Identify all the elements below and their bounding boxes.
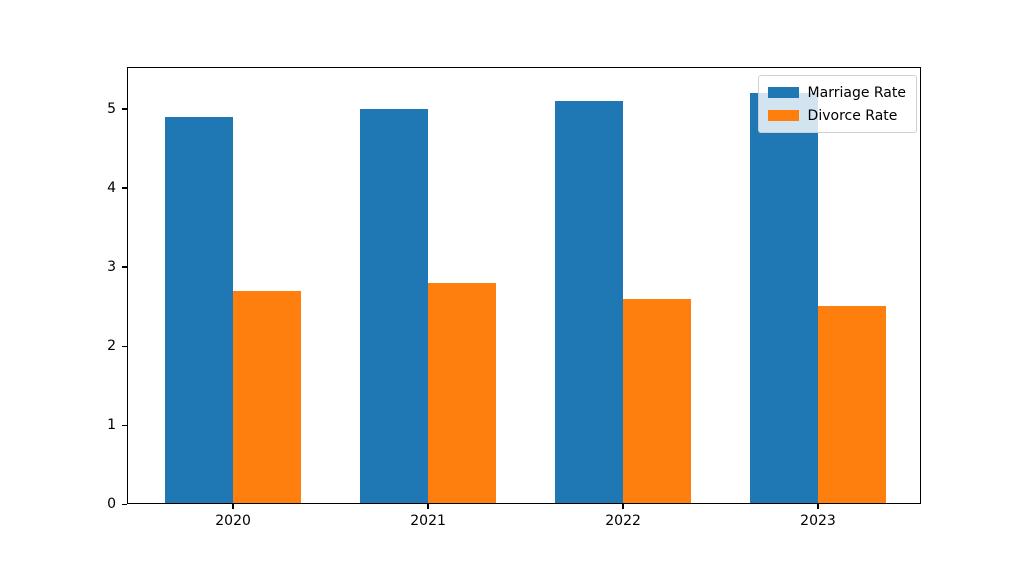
bar-divorce-rate-2020 — [233, 290, 302, 503]
y-tick-3 — [122, 266, 127, 268]
x-tick-label-2023: 2023 — [800, 513, 836, 529]
bar-divorce-rate-2021 — [428, 282, 497, 503]
bar-marriage-rate-2023 — [749, 93, 818, 503]
x-tick-2023 — [817, 504, 819, 509]
y-tick-0 — [122, 503, 127, 505]
x-tick-label-2021: 2021 — [410, 513, 446, 529]
bar-divorce-rate-2022 — [623, 298, 692, 503]
y-tick-label-0: 0 — [107, 496, 116, 512]
y-tick-label-2: 2 — [107, 338, 116, 354]
y-tick-label-3: 3 — [107, 258, 116, 275]
y-tick-2 — [122, 345, 127, 347]
legend-swatch-marriage-rate — [767, 87, 799, 98]
x-tick-2020 — [232, 504, 234, 509]
y-tick-4 — [122, 187, 127, 189]
x-tick-label-2020: 2020 — [215, 513, 251, 529]
y-tick-5 — [122, 108, 127, 110]
legend-item-marriage-rate: Marriage Rate — [767, 81, 906, 104]
legend: Marriage Rate Divorce Rate — [757, 75, 917, 133]
bar-marriage-rate-2020 — [164, 116, 233, 503]
legend-item-divorce-rate: Divorce Rate — [767, 104, 906, 127]
bar-marriage-rate-2021 — [359, 108, 428, 503]
bar-marriage-rate-2022 — [554, 101, 623, 503]
x-tick-2021 — [427, 504, 429, 509]
y-tick-label-4: 4 — [107, 179, 116, 196]
legend-swatch-divorce-rate — [767, 110, 799, 121]
x-tick-label-2022: 2022 — [605, 513, 641, 529]
x-tick-2022 — [622, 504, 624, 509]
y-tick-label-5: 5 — [107, 100, 116, 117]
legend-label-divorce-rate: Divorce Rate — [807, 107, 898, 124]
legend-label-marriage-rate: Marriage Rate — [807, 84, 906, 101]
y-tick-label-1: 1 — [107, 417, 116, 433]
y-tick-1 — [122, 424, 127, 426]
bar-divorce-rate-2023 — [818, 306, 887, 503]
